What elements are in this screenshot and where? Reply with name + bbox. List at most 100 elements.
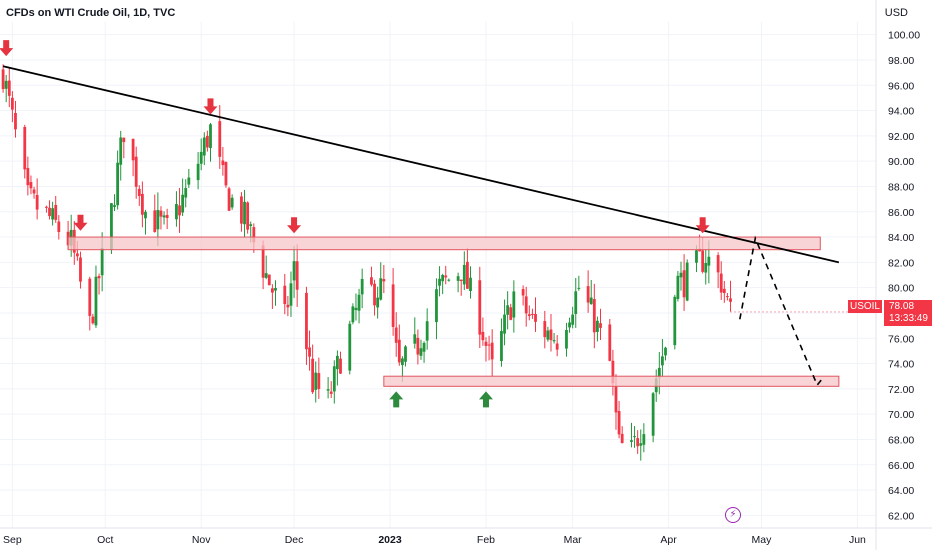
price-axis[interactable]: 62.00 64.00 66.00 68.00 70.00 72.00 74.00 76.00…: [888, 30, 920, 523]
price-tick-label: 94.00: [888, 106, 914, 118]
candle-body: [240, 196, 243, 224]
candle-body: [119, 137, 123, 165]
candle-body: [165, 214, 169, 218]
price-tick-label: 76.00: [888, 333, 914, 345]
time-tick-label: May: [752, 534, 773, 546]
candle-body: [370, 277, 373, 285]
candle-body: [657, 367, 661, 378]
candle-body: [140, 193, 144, 215]
candle-body: [397, 339, 401, 363]
candle-body: [552, 340, 556, 342]
lightning-bolt-icon[interactable]: ⚡: [725, 507, 741, 523]
candle-body: [224, 162, 228, 186]
candle-body: [636, 438, 640, 447]
candle-body: [484, 341, 488, 346]
candle-body: [153, 210, 157, 233]
candle-body: [218, 121, 222, 157]
candle-body: [252, 227, 256, 243]
candle-body: [661, 356, 664, 366]
candle-body: [264, 273, 268, 278]
candle-body: [512, 291, 516, 318]
candle-body: [586, 286, 590, 303]
candle-body: [209, 124, 212, 148]
candle-body: [546, 330, 550, 340]
candle-body: [695, 250, 698, 263]
price-tick-label: 62.00: [888, 510, 914, 522]
last-price-badge: 78.08 13:33:49: [884, 300, 932, 326]
price-tick-label: 86.00: [888, 207, 914, 219]
candle-body: [292, 261, 296, 281]
candle-body: [91, 316, 95, 324]
arrow-down-icon: [203, 98, 218, 115]
candle-body: [466, 261, 469, 289]
candle-body: [357, 294, 361, 311]
time-tick-label: 2023: [378, 534, 402, 546]
candle-body: [249, 224, 253, 226]
price-tick-label: 68.00: [888, 434, 914, 446]
arrow-down-icon: [73, 214, 88, 231]
candle-body: [246, 202, 250, 230]
candle-body: [376, 297, 380, 308]
price-tick-label: 98.00: [888, 55, 914, 67]
candle-body: [360, 279, 364, 295]
candle-body: [317, 373, 321, 389]
candle-body: [441, 274, 445, 282]
price-tick-label: 88.00: [888, 181, 914, 193]
candle-body: [178, 205, 181, 216]
candle-body: [447, 279, 451, 281]
symbol-price-tag: USOIL: [848, 300, 882, 313]
price-tick-label: 66.00: [888, 460, 914, 472]
time-tick-label: Mar: [564, 534, 583, 546]
candle-body: [243, 201, 246, 225]
candle-body: [589, 297, 593, 305]
price-tick-label: 90.00: [888, 156, 914, 168]
arrow-up-icon: [478, 391, 493, 408]
candle-body: [509, 307, 513, 320]
candle-body: [199, 151, 203, 164]
candle-body: [729, 298, 732, 302]
candle-body: [568, 322, 571, 328]
price-tick-label: 72.00: [888, 384, 914, 396]
candle-body: [14, 113, 17, 130]
price-tick-label: 80.00: [888, 283, 914, 295]
candle-body: [32, 189, 36, 194]
time-axis[interactable]: Sep Oct Nov Dec 2023 Feb Mar Apr May Jun: [3, 534, 866, 546]
candle-body: [202, 137, 206, 156]
candle-body: [462, 264, 466, 285]
price-tick-label: 64.00: [888, 485, 914, 497]
candle-body: [339, 358, 342, 374]
price-tick-label: 82.00: [888, 257, 914, 269]
candle-body: [425, 321, 429, 341]
candle-body: [295, 261, 299, 290]
candle-body: [716, 255, 720, 273]
candle-body: [156, 209, 160, 230]
candle-body: [617, 411, 621, 435]
candle-body: [490, 342, 494, 360]
candle-body: [571, 314, 575, 325]
candle-body: [682, 270, 686, 298]
candle-body: [75, 253, 79, 257]
candle-body: [181, 194, 185, 213]
candle-body: [283, 285, 287, 305]
candle-body: [413, 334, 417, 344]
candle-body: [404, 346, 407, 362]
candle-body: [205, 135, 209, 148]
candle-body: [122, 137, 126, 143]
candle-body: [159, 210, 163, 217]
candle-body: [35, 194, 39, 210]
candle-body: [565, 330, 568, 349]
candle-body: [88, 278, 92, 316]
candle-body: [608, 324, 612, 361]
candle-body: [351, 306, 355, 323]
candle-body: [116, 162, 120, 206]
candle-body: [227, 188, 231, 211]
candle-body: [719, 273, 723, 293]
candle-body: [57, 221, 61, 233]
candle-body: [379, 278, 383, 300]
arrow-up-icon: [389, 391, 404, 408]
candle-body: [419, 348, 423, 356]
candle-body: [332, 366, 336, 392]
price-zone: [67, 236, 821, 251]
price-tick-label: 92.00: [888, 131, 914, 143]
